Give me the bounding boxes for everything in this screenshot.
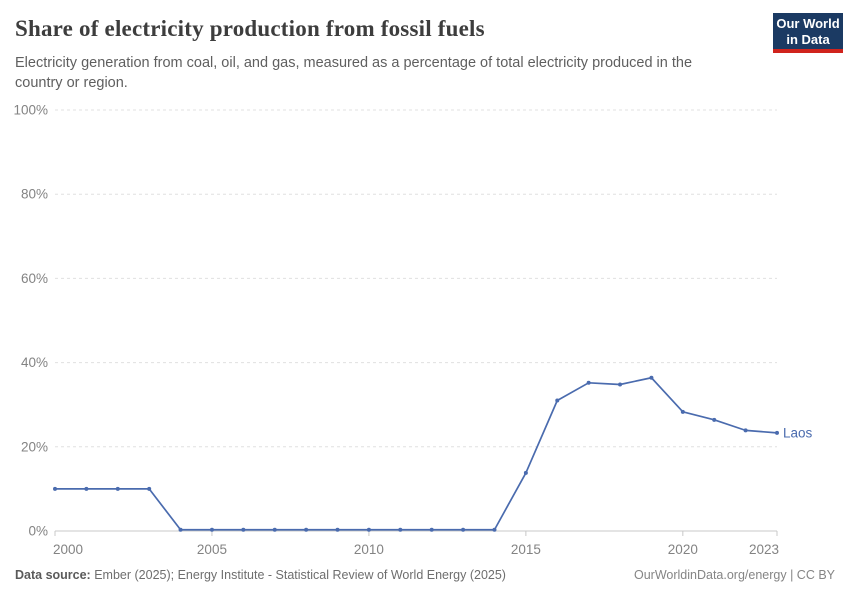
data-point bbox=[461, 527, 466, 532]
page-title: Share of electricity production from fos… bbox=[15, 16, 485, 41]
x-axis-label: 2010 bbox=[354, 542, 384, 557]
data-point bbox=[680, 409, 685, 414]
credit-link[interactable]: OurWorldinData.org/energy | CC BY bbox=[633, 568, 835, 582]
data-point bbox=[366, 527, 371, 532]
data-source-text: Ember (2025); Energy Institute - Statist… bbox=[90, 568, 506, 582]
data-point bbox=[304, 527, 309, 532]
chart-footer: Data source: Ember (2025); Energy Instit… bbox=[15, 568, 835, 582]
data-line bbox=[54, 376, 778, 531]
data-point bbox=[555, 398, 560, 403]
data-point bbox=[618, 382, 623, 387]
data-point bbox=[398, 527, 403, 532]
y-axis-label: 80% bbox=[21, 187, 48, 202]
x-axis-label: 2005 bbox=[197, 542, 227, 557]
data-point bbox=[178, 527, 183, 532]
data-point bbox=[209, 527, 214, 532]
data-point bbox=[586, 380, 591, 385]
entity-label: Laos bbox=[783, 425, 813, 440]
owid-logo[interactable]: Our World in Data bbox=[773, 13, 843, 53]
data-point bbox=[775, 430, 779, 435]
y-axis-label: 100% bbox=[13, 103, 48, 118]
data-source-label: Data source: bbox=[15, 568, 91, 582]
data-point bbox=[429, 527, 434, 532]
data-point bbox=[743, 428, 748, 433]
data-point bbox=[523, 470, 528, 475]
data-point bbox=[84, 486, 89, 491]
data-point bbox=[649, 375, 654, 380]
owid-logo-line1: Our World bbox=[776, 16, 840, 31]
x-axis-label: 2015 bbox=[511, 542, 541, 557]
data-point bbox=[147, 486, 152, 491]
y-axis-label: 60% bbox=[21, 271, 48, 286]
data-point bbox=[335, 527, 340, 532]
x-axis-label: 2023 bbox=[749, 542, 779, 557]
owid-logo-line2: in Data bbox=[786, 32, 830, 47]
data-point bbox=[241, 527, 246, 532]
y-axis-label: 40% bbox=[21, 355, 48, 370]
data-source: Data source: Ember (2025); Energy Instit… bbox=[15, 568, 506, 582]
data-point bbox=[53, 486, 57, 491]
chart-subtitle: Electricity generation from coal, oil, a… bbox=[15, 55, 693, 92]
x-axis-label: 2000 bbox=[53, 542, 83, 557]
data-point bbox=[115, 486, 120, 491]
y-axis-label: 0% bbox=[28, 524, 48, 539]
y-axis-label: 20% bbox=[21, 439, 48, 454]
data-point bbox=[712, 417, 717, 422]
data-point bbox=[272, 527, 277, 532]
data-point bbox=[492, 527, 497, 532]
x-axis-label: 2020 bbox=[668, 542, 698, 557]
